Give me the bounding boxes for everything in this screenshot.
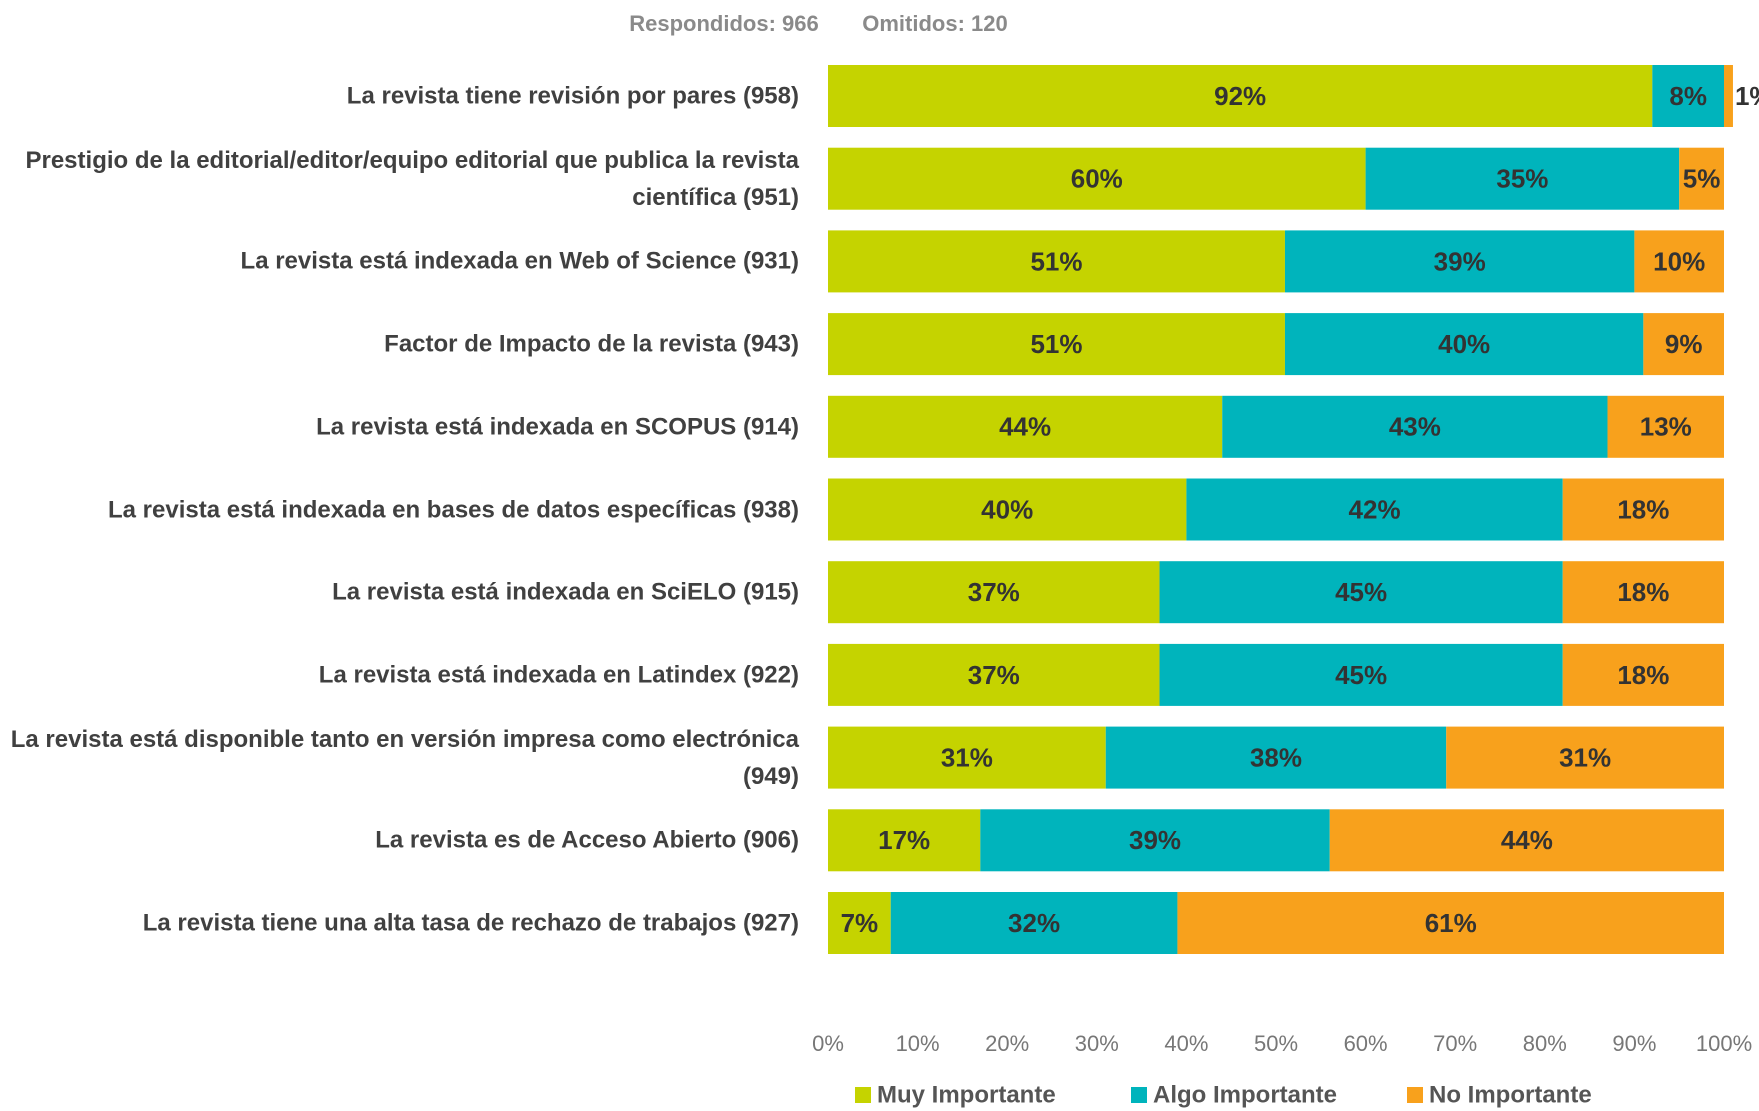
bar-segment	[828, 726, 1106, 789]
data-label: 9%	[1665, 329, 1703, 359]
data-label: 61%	[1425, 908, 1477, 938]
bar-segment	[828, 478, 1187, 541]
legend-swatch	[1131, 1087, 1147, 1103]
x-tick-label: 50%	[1254, 1031, 1298, 1056]
legend-swatch	[1407, 1087, 1423, 1103]
bar-segment	[1643, 313, 1724, 376]
bar-segment	[1562, 561, 1724, 624]
bar-segment	[1159, 643, 1563, 706]
bar-segment	[828, 147, 1366, 210]
header-stat: Omitidos: 120	[862, 11, 1007, 36]
data-label: 44%	[1501, 825, 1553, 855]
data-label: 39%	[1434, 246, 1486, 276]
x-tick-label: 10%	[896, 1031, 940, 1056]
x-tick-label: 70%	[1433, 1031, 1477, 1056]
data-label: 43%	[1389, 412, 1441, 442]
bar-segment	[1284, 230, 1635, 293]
data-label: 42%	[1349, 494, 1401, 524]
bar-segment	[1186, 478, 1563, 541]
x-tick-label: 100%	[1696, 1031, 1752, 1056]
bar-segment	[1607, 395, 1724, 458]
category-label: Prestigio de la editorial/editor/equipo …	[25, 146, 799, 211]
data-label: 32%	[1008, 908, 1060, 938]
data-label: 45%	[1335, 660, 1387, 690]
legend-label: Muy Importante	[877, 1081, 1056, 1108]
bar-segment	[1222, 395, 1608, 458]
bar-segment	[1329, 809, 1724, 872]
data-label: 39%	[1129, 825, 1181, 855]
bar-segment	[1159, 561, 1563, 624]
bar-segment	[1652, 65, 1724, 127]
x-tick-label: 60%	[1344, 1031, 1388, 1056]
bar-segment	[828, 561, 1160, 624]
bar-segment	[1177, 892, 1724, 954]
bar-segment	[828, 313, 1285, 376]
category-label: La revista está disponible tanto en vers…	[10, 725, 799, 790]
data-label: 8%	[1669, 81, 1707, 111]
data-label: 92%	[1214, 81, 1266, 111]
x-tick-label: 80%	[1523, 1031, 1567, 1056]
data-label: 60%	[1071, 164, 1123, 194]
data-label: 51%	[1030, 329, 1082, 359]
bar-segment	[828, 395, 1223, 458]
bar-segment	[828, 65, 1653, 127]
data-label: 44%	[999, 412, 1051, 442]
bar-segment	[890, 892, 1178, 954]
x-tick-label: 90%	[1612, 1031, 1656, 1056]
data-label: 38%	[1250, 742, 1302, 772]
data-label: 37%	[968, 660, 1020, 690]
x-tick-label: 30%	[1075, 1031, 1119, 1056]
category-label: La revista está indexada en bases de dat…	[107, 496, 799, 523]
category-label: La revista tiene una alta tasa de rechaz…	[142, 909, 799, 937]
bar-segment	[828, 230, 1285, 293]
x-tick-label: 40%	[1164, 1031, 1208, 1056]
data-label: 37%	[968, 577, 1020, 607]
data-label: 17%	[878, 825, 930, 855]
category-label: La revista está indexada en SCOPUS (914)	[316, 413, 799, 441]
legend-swatch	[855, 1087, 871, 1103]
data-label: 18%	[1617, 660, 1669, 690]
bar-segment	[1679, 147, 1724, 210]
data-label: 18%	[1617, 494, 1669, 524]
data-label: 18%	[1617, 577, 1669, 607]
bar-segment	[1634, 230, 1724, 293]
bar-segment	[980, 809, 1330, 872]
data-label: 1%	[1735, 81, 1759, 111]
bar-segment	[1365, 147, 1680, 210]
bar-segment	[1105, 726, 1447, 789]
category-label: La revista está indexada en Web of Scien…	[240, 247, 799, 275]
data-label: 35%	[1496, 164, 1548, 194]
bar-segment	[1284, 313, 1644, 376]
bar-segment	[828, 809, 981, 872]
bar-segment	[828, 892, 891, 954]
bar-segment	[1446, 726, 1724, 789]
bar-segment	[828, 643, 1160, 706]
data-label: 7%	[841, 908, 879, 938]
data-label: 40%	[981, 494, 1033, 524]
data-label: 31%	[1559, 742, 1611, 772]
bar-segment	[1562, 643, 1724, 706]
category-label: La revista es de Acceso Abierto (906)	[375, 826, 799, 854]
category-label: La revista está indexada en Latindex (92…	[318, 661, 799, 689]
data-label: 51%	[1030, 246, 1082, 276]
bar-segment	[1724, 65, 1733, 127]
category-label: Factor de Impacto de la revista (943)	[384, 330, 799, 358]
data-label: 40%	[1438, 329, 1490, 359]
x-tick-label: 0%	[812, 1031, 844, 1056]
data-label: 10%	[1653, 246, 1705, 276]
legend-label: Algo Importante	[1153, 1081, 1337, 1108]
legend-label: No Importante	[1429, 1081, 1592, 1108]
x-tick-label: 20%	[985, 1031, 1029, 1056]
data-label: 45%	[1335, 577, 1387, 607]
category-label: La revista tiene revisión por pares (958…	[346, 82, 799, 110]
data-label: 31%	[941, 742, 993, 772]
data-label: 5%	[1683, 164, 1721, 194]
category-label: La revista está indexada en SciELO (915)	[332, 578, 799, 606]
header-stat: Respondidos: 966	[629, 11, 818, 36]
data-label: 13%	[1640, 412, 1692, 442]
bar-segment	[1562, 478, 1724, 541]
